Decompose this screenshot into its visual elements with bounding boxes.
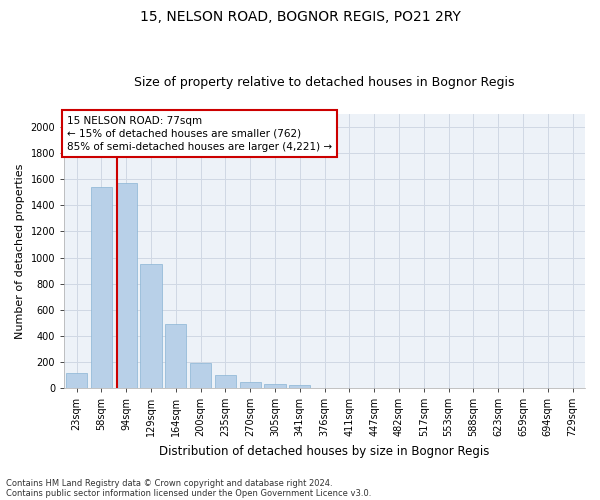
X-axis label: Distribution of detached houses by size in Bognor Regis: Distribution of detached houses by size …: [160, 444, 490, 458]
Text: 15 NELSON ROAD: 77sqm
← 15% of detached houses are smaller (762)
85% of semi-det: 15 NELSON ROAD: 77sqm ← 15% of detached …: [67, 116, 332, 152]
Bar: [289, 385, 310, 388]
Bar: [116, 184, 137, 388]
Bar: [91, 186, 112, 388]
Title: Size of property relative to detached houses in Bognor Regis: Size of property relative to detached ho…: [134, 76, 515, 90]
Bar: [165, 324, 187, 388]
Bar: [239, 382, 261, 388]
Text: Contains public sector information licensed under the Open Government Licence v3: Contains public sector information licen…: [6, 488, 371, 498]
Text: 15, NELSON ROAD, BOGNOR REGIS, PO21 2RY: 15, NELSON ROAD, BOGNOR REGIS, PO21 2RY: [140, 10, 460, 24]
Bar: [265, 384, 286, 388]
Bar: [140, 264, 161, 388]
Text: Contains HM Land Registry data © Crown copyright and database right 2024.: Contains HM Land Registry data © Crown c…: [6, 478, 332, 488]
Y-axis label: Number of detached properties: Number of detached properties: [15, 164, 25, 338]
Bar: [66, 374, 87, 388]
Bar: [215, 376, 236, 388]
Bar: [190, 363, 211, 388]
